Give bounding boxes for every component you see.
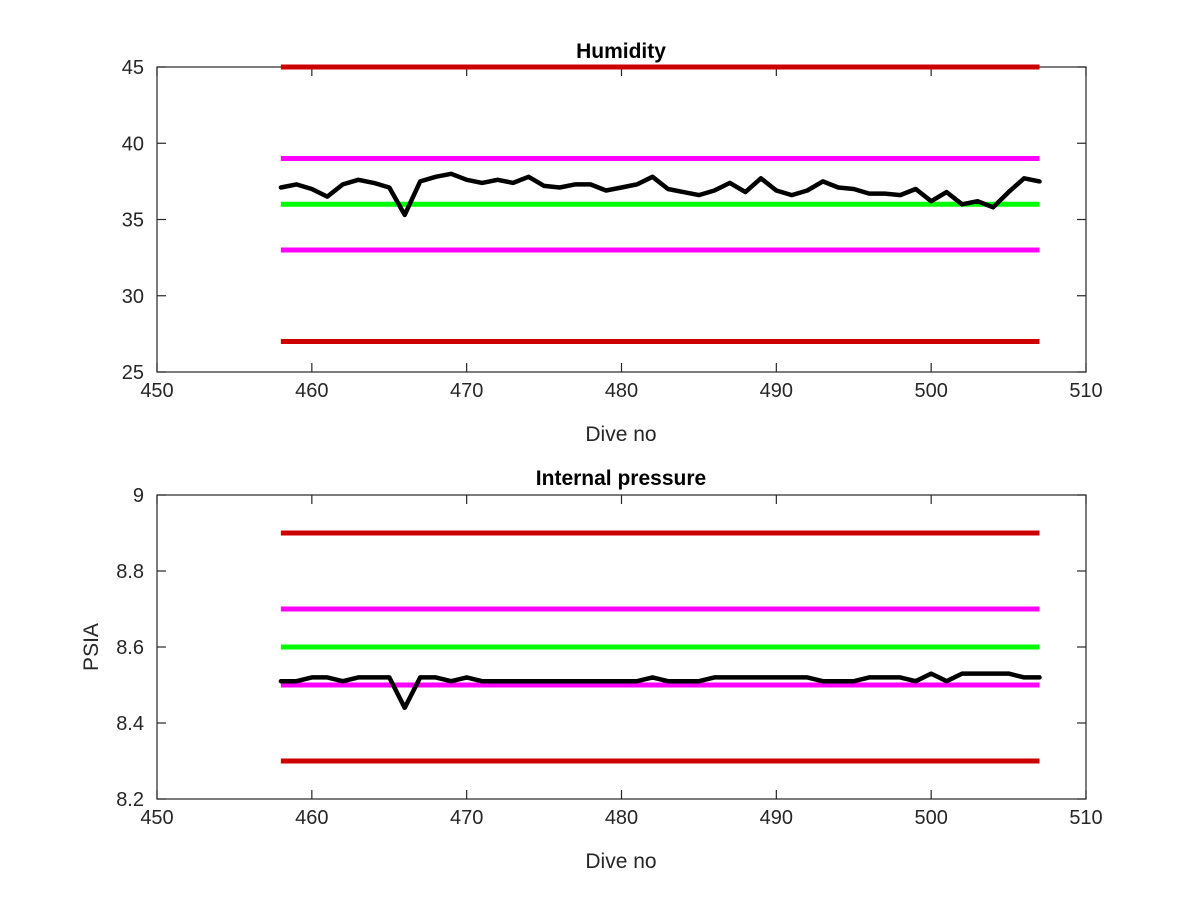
pressure-y-tick-label: 8.4 bbox=[116, 713, 144, 735]
humidity-title: Humidity bbox=[576, 40, 666, 63]
pressure-y-tick-label: 8.8 bbox=[116, 561, 144, 583]
pressure-y-tick-label: 9 bbox=[133, 485, 144, 507]
pressure-subplot: 450 460 470 480 490 500 510 8.2 8.4 8.6 8.8 9 Inter… bbox=[80, 467, 1103, 873]
humidity-x-tick-label: 450 bbox=[140, 380, 173, 402]
pressure-ticks: 450 460 470 480 490 500 510 8.2 8.4 8.6 8.8 9 bbox=[116, 485, 1103, 829]
pressure-title: Internal pressure bbox=[536, 467, 706, 490]
pressure-x-tick-label: 470 bbox=[450, 807, 483, 829]
humidity-x-tick-label: 490 bbox=[760, 380, 793, 402]
pressure-x-tick-label: 480 bbox=[605, 807, 638, 829]
humidity-ticks: 450 460 470 480 490 500 510 25 30 35 40 45 bbox=[122, 57, 1103, 402]
humidity-subplot: 450 460 470 480 490 500 510 25 30 35 40 45 Humidity… bbox=[122, 40, 1103, 446]
pressure-y-tick-label: 8.6 bbox=[116, 637, 144, 659]
humidity-data-line bbox=[278, 171, 1042, 218]
humidity-y-tick-label: 30 bbox=[122, 286, 144, 308]
humidity-y-tick-label: 45 bbox=[122, 57, 144, 79]
humidity-x-axis-label: Dive no bbox=[585, 423, 656, 446]
pressure-y-axis-label: PSIA bbox=[80, 623, 103, 671]
humidity-x-tick-label: 500 bbox=[914, 380, 947, 402]
humidity-x-tick-label: 480 bbox=[605, 380, 638, 402]
humidity-x-tick-label: 460 bbox=[295, 380, 328, 402]
humidity-y-tick-label: 25 bbox=[122, 362, 144, 384]
pressure-x-axis-label: Dive no bbox=[585, 850, 656, 873]
humidity-series bbox=[278, 171, 1042, 218]
pressure-series bbox=[278, 671, 1042, 711]
humidity-x-tick-label: 470 bbox=[450, 380, 483, 402]
pressure-x-tick-label: 460 bbox=[295, 807, 328, 829]
humidity-y-tick-label: 40 bbox=[122, 133, 144, 155]
humidity-y-tick-label: 35 bbox=[122, 210, 144, 232]
humidity-axes-box bbox=[156, 66, 1087, 373]
pressure-reference-lines bbox=[280, 530, 1040, 764]
pressure-x-tick-label: 510 bbox=[1069, 807, 1102, 829]
pressure-y-tick-label: 8.2 bbox=[116, 789, 144, 811]
pressure-data-line bbox=[278, 671, 1042, 711]
pressure-x-tick-label: 500 bbox=[914, 807, 947, 829]
pressure-x-tick-label: 450 bbox=[140, 807, 173, 829]
pressure-x-tick-label: 490 bbox=[760, 807, 793, 829]
humidity-x-tick-label: 510 bbox=[1069, 380, 1102, 402]
